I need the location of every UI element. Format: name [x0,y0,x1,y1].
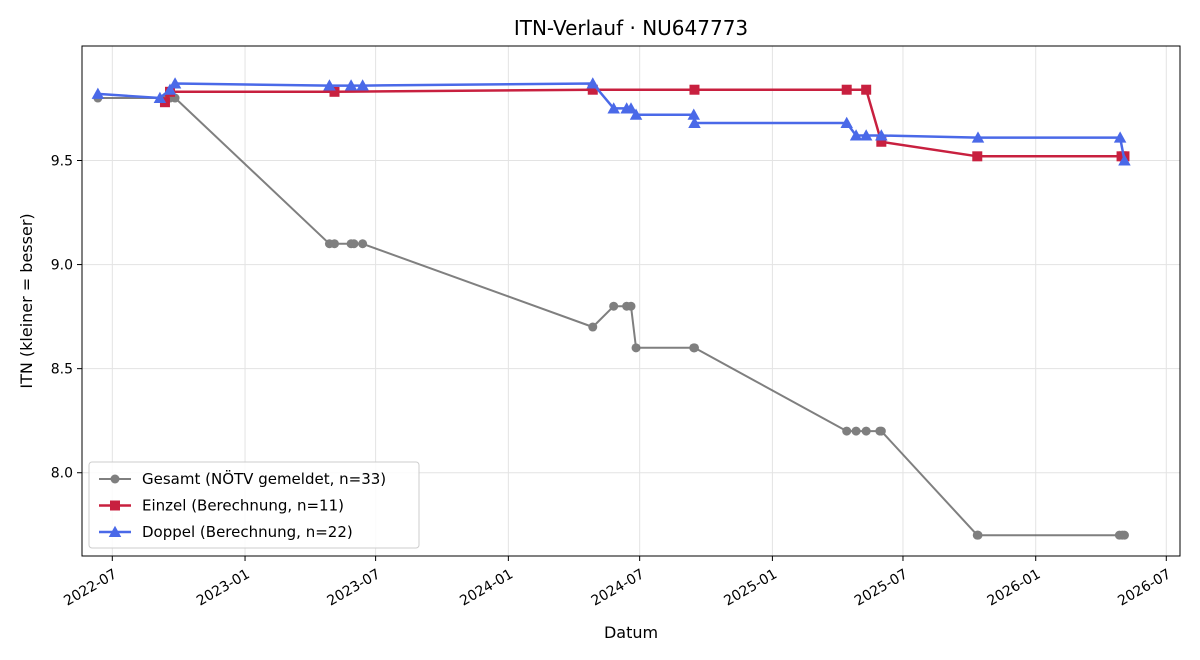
data-point [875,129,888,141]
series-layer [91,77,1131,540]
data-point [323,79,336,91]
x-tick-label: 2025-07 [852,566,911,609]
y-axis: 8.0 8.5 9.0 9.5 [51,153,82,482]
x-tick-label: 2024-01 [457,566,516,609]
data-point [849,129,863,141]
x-tick-label: 2022-07 [61,566,120,609]
x-tick-label: 2025-01 [721,566,780,609]
legend-label: Doppel (Berechnung, n=22) [142,523,353,541]
x-tick-label: 2024-07 [589,566,648,609]
data-point [108,525,122,537]
grid [82,46,1180,556]
data-point [840,116,853,129]
data-point [841,84,852,95]
data-point [972,151,983,162]
plot-area-frame [81,45,1181,557]
data-point [607,102,620,114]
chart-title: ITN-Verlauf · NU647773 [514,16,748,40]
legend-label: Gesamt (NÖTV gemeldet, n=33) [142,469,386,488]
data-point [842,426,852,436]
data-point [329,239,339,249]
legend-entry [99,525,131,537]
data-point [110,500,120,511]
data-point [91,87,105,99]
data-point [609,301,619,311]
series-line [97,82,1126,161]
data-point [859,129,873,141]
data-point [631,343,641,353]
y-tick-label: 8.5 [51,362,73,378]
data-point [687,108,701,120]
data-point [358,239,368,249]
series-2 [159,84,1130,162]
data-point [349,239,359,249]
data-point [1113,131,1127,143]
data-point [344,79,358,91]
data-point [356,79,369,91]
x-axis: 2022-07 2023-01 2023-07 2024-01 2024-07 2025-… [61,556,1174,609]
data-point [329,86,340,97]
series-line [163,88,1125,158]
data-point [629,108,643,120]
legend-entry [99,500,131,511]
legend-box [88,461,420,549]
x-tick-label: 2023-07 [325,566,384,609]
data-point [876,136,887,147]
x-tick-label: 2026-07 [1115,566,1174,609]
data-point [588,322,598,332]
legend-label: Einzel (Berechnung, n=11) [142,497,344,515]
data-point [587,84,598,95]
data-point [586,77,600,89]
data-point [876,426,886,436]
legend-entry [99,474,131,484]
y-tick-label: 9.0 [51,258,73,274]
x-axis-title: Datum [604,623,658,642]
data-point [861,426,871,436]
x-tick-label: 2026-01 [985,566,1044,609]
data-point [971,131,985,143]
data-point [626,301,636,311]
y-tick-label: 8.0 [51,466,73,482]
data-point [624,102,638,114]
data-point [688,116,701,129]
data-point [168,77,182,89]
data-point [1118,154,1131,166]
data-point [110,474,120,484]
series-1 [93,93,1129,540]
data-point [973,530,983,540]
data-point [1119,530,1129,540]
data-point [153,91,167,104]
data-point [689,84,700,95]
data-point [851,426,861,436]
legend: Gesamt (NÖTV gemeldet, n=33) Einzel (Bere… [88,461,420,549]
y-tick-label: 9.5 [51,153,73,169]
x-tick-label: 2023-01 [194,566,253,609]
data-point [163,83,177,95]
data-point [861,84,872,95]
series-3 [91,77,1131,166]
y-axis-title: ITN (kleiner = besser) [17,213,36,388]
data-point [689,343,699,353]
